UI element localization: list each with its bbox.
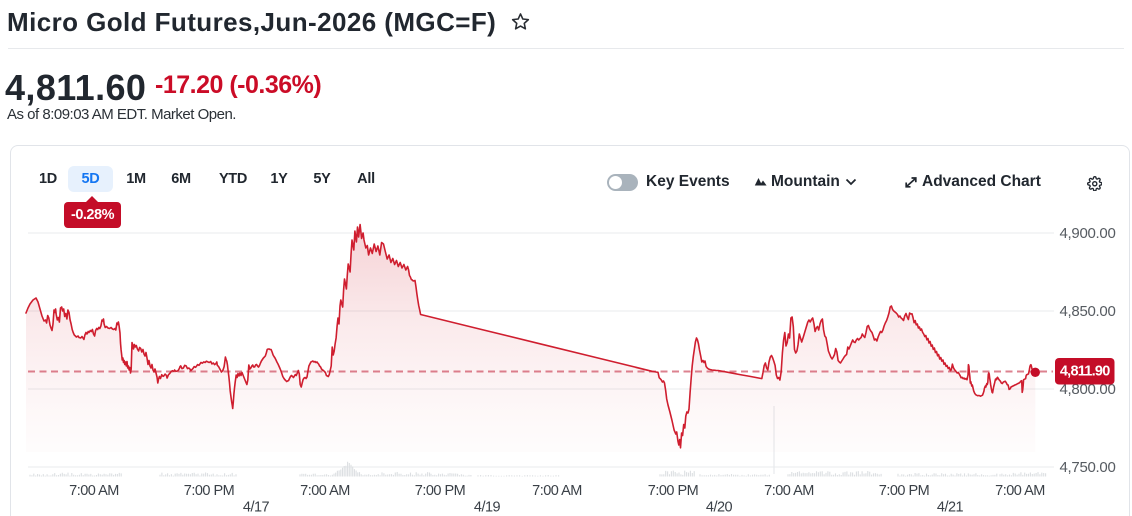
svg-text:7:00 PM: 7:00 PM	[415, 483, 466, 499]
svg-text:4,811.90: 4,811.90	[1060, 364, 1110, 380]
svg-text:4,900.00: 4,900.00	[1060, 225, 1116, 242]
svg-text:7:00 AM: 7:00 AM	[995, 483, 1045, 499]
svg-text:7:00 AM: 7:00 AM	[532, 483, 582, 499]
svg-text:4,750.00: 4,750.00	[1060, 459, 1116, 476]
svg-text:4/17: 4/17	[243, 500, 270, 516]
svg-text:4/21: 4/21	[937, 500, 964, 516]
svg-text:7:00 AM: 7:00 AM	[69, 483, 119, 499]
svg-text:4/19: 4/19	[474, 500, 501, 516]
svg-text:7:00 AM: 7:00 AM	[764, 483, 814, 499]
svg-text:7:00 PM: 7:00 PM	[648, 483, 699, 499]
svg-text:7:00 PM: 7:00 PM	[879, 483, 930, 499]
svg-text:7:00 PM: 7:00 PM	[184, 483, 235, 499]
svg-text:4,850.00: 4,850.00	[1060, 303, 1116, 320]
svg-text:4,800.00: 4,800.00	[1060, 381, 1116, 398]
svg-text:7:00 AM: 7:00 AM	[300, 483, 350, 499]
svg-text:4/20: 4/20	[706, 500, 733, 516]
